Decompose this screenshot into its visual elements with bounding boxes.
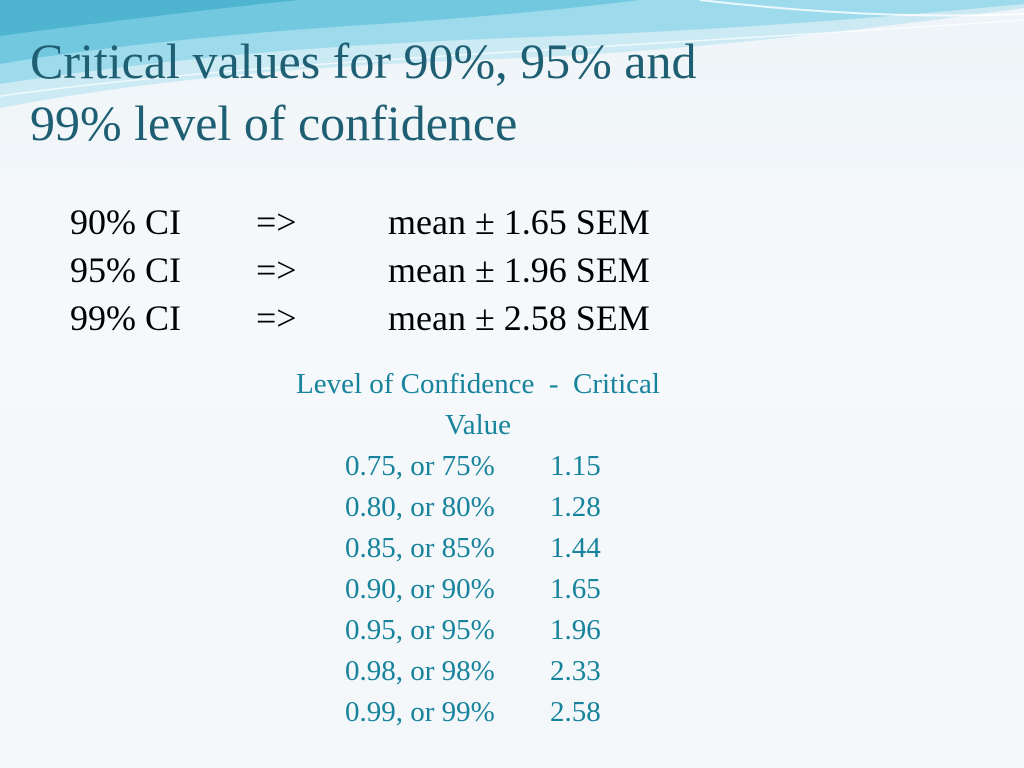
ci-row-90: 90% CI => mean ± 1.65 SEM (70, 198, 770, 246)
table-row: 0.95, or 95% 1.96 (240, 610, 716, 651)
ci-formula: mean ± 1.96 SEM (388, 250, 650, 290)
critical-table-header: Level of Confidence - Critical Value (240, 364, 716, 446)
critical-value: 1.96 (550, 614, 601, 646)
ci-formula: mean ± 2.58 SEM (388, 298, 650, 338)
ci-row-95: 95% CI => mean ± 1.96 SEM (70, 246, 770, 294)
critical-value: 1.65 (550, 573, 601, 605)
confidence-level: 0.98, or 98% (345, 655, 495, 687)
table-row: 0.75, or 75% 1.15 (240, 446, 716, 487)
ci-arrow: => (256, 202, 297, 242)
confidence-level: 0.85, or 85% (345, 532, 495, 564)
table-row: 0.90, or 90% 1.65 (240, 569, 716, 610)
confidence-interval-list: 90% CI => mean ± 1.65 SEM 95% CI => mean… (70, 198, 770, 342)
table-row: 0.85, or 85% 1.44 (240, 528, 716, 569)
critical-table-header-line-1: Level of Confidence - Critical (296, 368, 660, 400)
slide-title-line-2: 99% level of confidence (30, 95, 518, 151)
critical-value: 1.44 (550, 532, 601, 564)
table-row: 0.80, or 80% 1.28 (240, 487, 716, 528)
table-row: 0.98, or 98% 2.33 (240, 651, 716, 692)
ci-row-99: 99% CI => mean ± 2.58 SEM (70, 294, 770, 342)
critical-value: 1.15 (550, 450, 601, 482)
slide-title: Critical values for 90%, 95% and 99% lev… (30, 30, 910, 154)
critical-value: 1.28 (550, 491, 601, 523)
critical-value: 2.33 (550, 655, 601, 687)
critical-value: 2.58 (550, 696, 601, 728)
confidence-level: 0.80, or 80% (345, 491, 495, 523)
ci-level: 90% CI (70, 202, 181, 242)
ci-arrow: => (256, 250, 297, 290)
ci-level: 99% CI (70, 298, 181, 338)
confidence-level: 0.75, or 75% (345, 450, 495, 482)
critical-value-table: Level of Confidence - Critical Value 0.7… (240, 364, 716, 733)
ci-formula: mean ± 1.65 SEM (388, 202, 650, 242)
critical-table-rows: 0.75, or 75% 1.15 0.80, or 80% 1.28 0.85… (240, 446, 716, 733)
slide-title-line-1: Critical values for 90%, 95% and (30, 33, 697, 89)
confidence-level: 0.90, or 90% (345, 573, 495, 605)
confidence-level: 0.95, or 95% (345, 614, 495, 646)
confidence-level: 0.99, or 99% (345, 696, 495, 728)
decorative-wave (0, 0, 1024, 108)
ci-arrow: => (256, 298, 297, 338)
critical-table-header-line-2: Value (444, 409, 512, 441)
ci-level: 95% CI (70, 250, 181, 290)
table-row: 0.99, or 99% 2.58 (240, 692, 716, 733)
